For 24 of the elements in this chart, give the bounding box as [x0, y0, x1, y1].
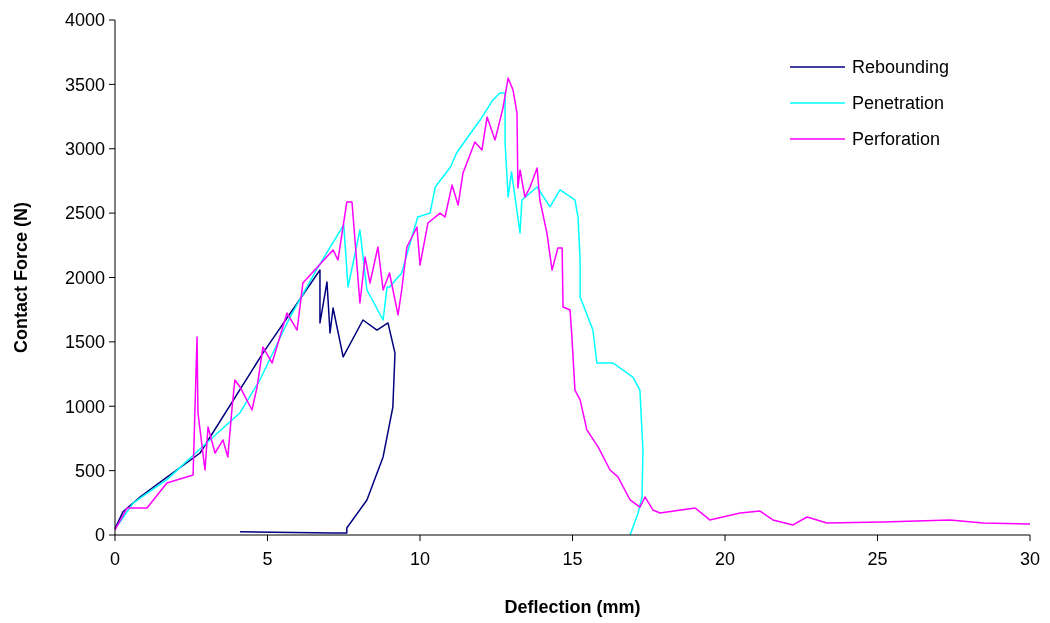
y-tick-label: 3000: [64, 139, 105, 160]
x-tick-label: 25: [867, 549, 888, 569]
y-axis-title: Contact Force (N): [11, 201, 31, 354]
x-tick-label: 30: [1019, 549, 1041, 569]
x-tick-label: 20: [714, 549, 736, 569]
y-tick-label: 2000: [64, 267, 105, 288]
x-tick-label: 15: [562, 549, 583, 569]
y-tick-label: 2500: [64, 203, 105, 224]
line-series: [114, 77, 1031, 531]
legend-label: Penetration: [852, 93, 945, 114]
legend-label: Perforation: [852, 129, 941, 150]
line-series: [114, 269, 396, 534]
y-tick-label: 1500: [64, 332, 105, 353]
x-axis-title: Deflection (mm): [504, 597, 641, 617]
y-tick-label: 500: [74, 460, 105, 481]
y-tick-label: 3500: [64, 74, 105, 95]
y-tick-label: 4000: [64, 10, 105, 31]
y-tick-label: 0: [94, 525, 105, 546]
x-tick-label: 10: [409, 549, 431, 569]
x-tick-label: 5: [262, 549, 273, 569]
legend-label: Rebounding: [852, 57, 950, 78]
x-tick-label: 0: [109, 549, 121, 569]
y-tick-label: 1000: [64, 396, 105, 417]
line-series: [117, 92, 644, 536]
